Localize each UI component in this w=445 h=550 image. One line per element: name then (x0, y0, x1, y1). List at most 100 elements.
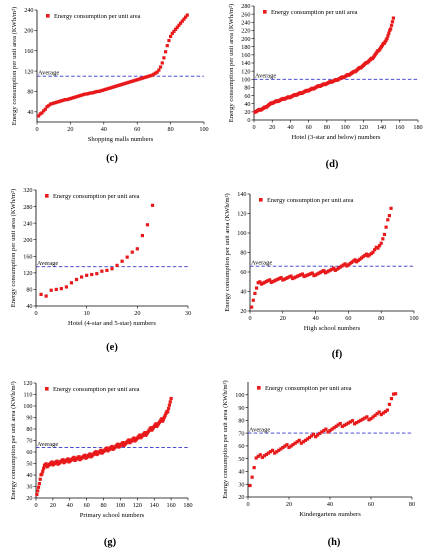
legend-marker (263, 10, 267, 14)
data-point (316, 433, 320, 437)
legend-label: Energy consumption per unit area (265, 385, 352, 392)
data-point (309, 434, 314, 438)
average-label: Average (37, 441, 58, 448)
y-tick-label: 200 (241, 36, 250, 43)
data-point (140, 233, 144, 238)
data-point (42, 109, 46, 113)
data-point (49, 288, 53, 292)
data-point (264, 279, 268, 284)
data-point (85, 92, 89, 96)
data-point (353, 258, 357, 262)
data-point (263, 280, 267, 284)
data-point (277, 276, 282, 281)
data-point (44, 462, 48, 466)
data-point (346, 263, 350, 267)
data-point (254, 286, 259, 290)
data-point (37, 482, 41, 486)
data-point (375, 412, 379, 416)
data-point (48, 102, 52, 106)
data-point (385, 408, 389, 412)
data-point (42, 466, 46, 470)
y-tick-label: 120 (241, 68, 250, 75)
data-point (317, 271, 321, 275)
y-tick-label: 200 (24, 28, 33, 35)
y-axis-title: Energy consumption per unit area (KWh/m²… (228, 4, 235, 123)
data-point (281, 278, 285, 282)
data-point (61, 458, 65, 462)
x-tick-label: 180 (183, 502, 192, 509)
data-point (361, 255, 365, 259)
x-tick-label: 100 (340, 124, 349, 131)
data-point (88, 91, 93, 95)
data-point (289, 444, 293, 448)
y-tick-label: 120 (23, 380, 32, 387)
data-point (332, 426, 336, 430)
data-point (371, 415, 375, 419)
y-axis-title: Energy consumption per unit area (KWh/m²… (224, 193, 231, 312)
data-point (161, 419, 165, 423)
data-point (36, 489, 40, 493)
data-point (391, 16, 395, 20)
data-point (361, 417, 365, 421)
x-tick-label: 40 (313, 315, 319, 322)
data-point (346, 421, 351, 425)
data-point (385, 36, 389, 41)
legend-marker (259, 198, 263, 202)
data-point (155, 70, 159, 74)
data-point (304, 274, 308, 278)
data-point (387, 31, 391, 35)
data-point (123, 81, 128, 85)
y-tick-label: 60 (244, 93, 250, 100)
data-point (387, 214, 391, 218)
data-point (87, 91, 91, 96)
y-tick-label: 160 (241, 52, 250, 59)
data-point (153, 71, 158, 75)
x-tick-label: 140 (377, 124, 386, 131)
data-point (138, 433, 142, 437)
data-point (164, 411, 168, 415)
data-point (302, 274, 306, 279)
y-tick-label: 200 (23, 237, 32, 244)
data-point (180, 19, 184, 23)
x-tick-label: 0 (34, 502, 37, 509)
y-tick-label: 100 (23, 403, 32, 410)
y-tick-label: 240 (24, 7, 33, 14)
data-point (379, 241, 383, 245)
y-tick-label: 40 (27, 109, 33, 116)
y-tick-label: 80 (238, 418, 244, 425)
data-point (336, 266, 341, 270)
data-point (161, 417, 166, 421)
data-point (92, 90, 96, 95)
data-point (55, 100, 59, 104)
y-tick-label: 140 (237, 191, 246, 198)
y-tick-label: 280 (241, 3, 250, 10)
data-point (130, 250, 134, 254)
data-point (145, 223, 150, 227)
data-point (377, 410, 381, 414)
average-label: Average (37, 260, 58, 267)
data-point (120, 259, 124, 263)
data-point (389, 206, 393, 210)
data-point (390, 20, 395, 24)
data-point (271, 448, 275, 452)
data-point (98, 89, 103, 93)
data-point (162, 56, 166, 60)
data-point (292, 276, 296, 280)
data-point (250, 475, 254, 479)
data-point (149, 426, 153, 430)
y-tick-label: 60 (26, 449, 32, 456)
x-tick-label: 80 (168, 126, 174, 133)
data-point (167, 38, 171, 43)
data-point (289, 274, 293, 278)
data-point (364, 252, 369, 256)
y-tick-label: 50 (26, 461, 32, 468)
data-point (259, 282, 264, 286)
y-tick-label: 30 (238, 481, 244, 488)
data-point (394, 392, 398, 396)
data-point (391, 392, 396, 396)
data-point (185, 13, 189, 17)
data-point (64, 285, 68, 289)
data-point (326, 430, 330, 434)
